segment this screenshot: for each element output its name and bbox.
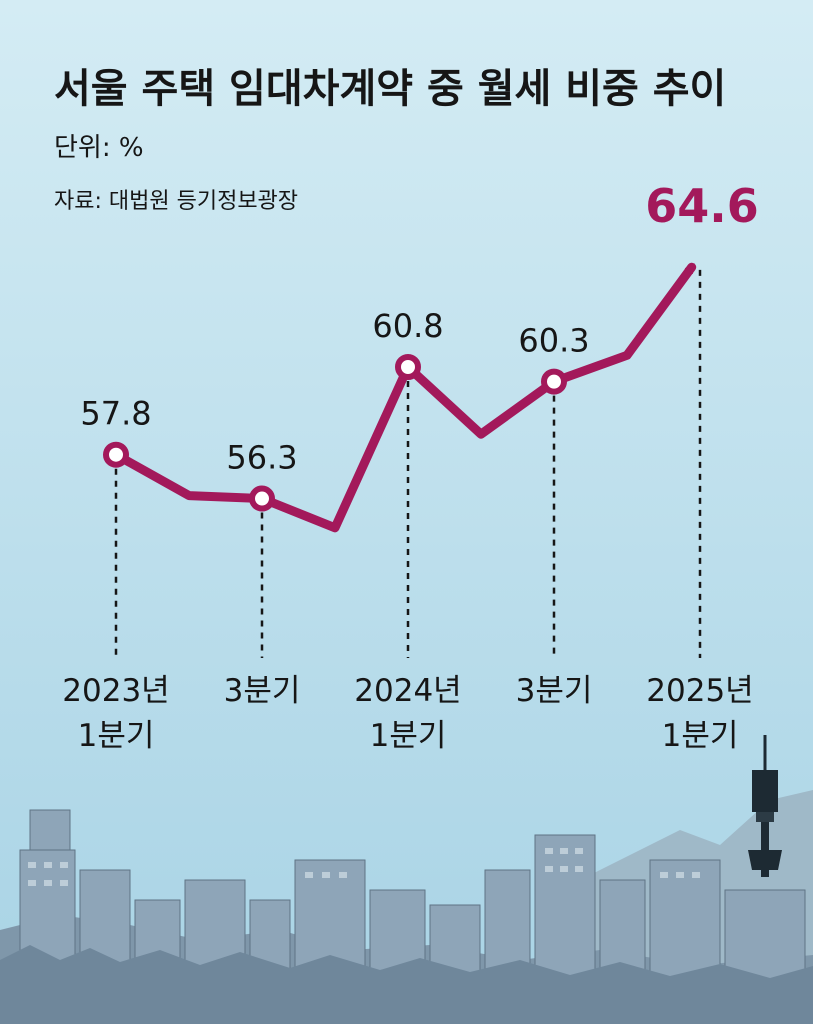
source-label: 자료: 대법원 등기정보광장 [54, 189, 298, 214]
data-point-marker [541, 368, 567, 395]
highlight-value-label: 64.6 [645, 179, 759, 233]
x-tick-label: 1분기 [370, 718, 447, 754]
dashed-guides [114, 269, 702, 658]
data-value-label: 57.8 [80, 395, 151, 433]
data-point-marker [249, 485, 275, 512]
city-skyline-illustration [0, 735, 813, 1024]
n-seoul-tower-icon [748, 735, 782, 877]
x-tick-label: 1분기 [78, 718, 155, 754]
value-labels: 57.8 56.3 60.8 60.3 64.6 [80, 179, 758, 477]
x-tick-label: 2023년 [62, 673, 169, 709]
x-tick-label: 3분기 [224, 673, 301, 709]
x-tick-label: 1분기 [662, 718, 739, 754]
unit-label: 단위: % [54, 133, 144, 163]
data-point-marker [103, 441, 129, 468]
foreground-houses [0, 945, 813, 1024]
x-tick-label: 2025년 [646, 673, 753, 709]
data-markers [103, 354, 567, 512]
chart-title: 서울 주택 임대차계약 중 월세 비중 추이 [54, 66, 726, 112]
building-windows [28, 848, 700, 886]
data-value-label: 60.3 [518, 322, 589, 360]
x-tick-label: 2024년 [354, 673, 461, 709]
x-axis-labels: 2023년 1분기 3분기 2024년 1분기 3분기 2025년 1분기 [62, 673, 753, 754]
data-value-label: 56.3 [226, 439, 297, 477]
data-value-label: 60.8 [372, 307, 443, 345]
x-tick-label: 3분기 [516, 673, 593, 709]
data-point-marker [395, 354, 421, 380]
